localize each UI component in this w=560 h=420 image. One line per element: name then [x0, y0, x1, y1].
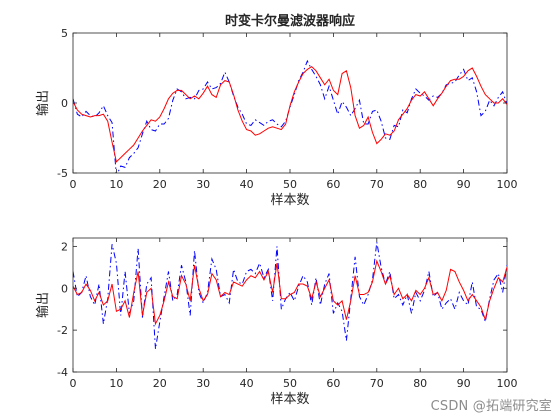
- x-tick-label: 60: [326, 377, 340, 390]
- x-tick-label: 80: [413, 377, 427, 390]
- watermark-text: CSDN @拓端研究室: [430, 399, 552, 414]
- series-line-solid: [73, 65, 507, 163]
- x-tick-label: 20: [153, 377, 167, 390]
- axes-box: [72, 32, 508, 174]
- y-tick-label: 0: [61, 97, 68, 110]
- x-tick-label: 30: [196, 178, 210, 191]
- x-tick-label: 100: [497, 377, 518, 390]
- chart-title: 时变卡尔曼滤波器响应: [225, 13, 355, 29]
- x-tick-label: 90: [457, 178, 471, 191]
- y-tick-label: 5: [61, 27, 68, 40]
- y-tick-label: -2: [57, 324, 68, 337]
- x-tick-label: 30: [196, 377, 210, 390]
- y-axis-label: 输出: [35, 292, 51, 318]
- x-axis-label: 样本数: [270, 193, 309, 208]
- axes-box: [72, 237, 508, 373]
- x-tick-label: 0: [70, 377, 77, 390]
- x-tick-label: 20: [153, 178, 167, 191]
- y-tick-label: -5: [57, 167, 68, 180]
- x-axis-label: 样本数: [270, 392, 309, 407]
- y-tick-label: 2: [61, 240, 68, 253]
- x-tick-label: 80: [413, 178, 427, 191]
- x-tick-label: 50: [283, 178, 297, 191]
- y-axis-label: 输出: [35, 90, 51, 116]
- x-tick-label: 10: [109, 377, 123, 390]
- y-tick-label: 0: [61, 282, 68, 295]
- x-tick-label: 0: [70, 178, 77, 191]
- series-line-dash-dot: [73, 242, 507, 350]
- subplot-top: 0 10 20 30 40 50 60 70 80 90 100-505样本数输出时变卡尔曼滤波器响…: [35, 13, 518, 208]
- subplot-bottom: 0 10 20 30 40 50 60 70 80 90 100 -4 -2 0 2 样本数 输出: [35, 237, 518, 407]
- x-tick-label: 70: [370, 178, 384, 191]
- x-tick-label: 40: [240, 178, 254, 191]
- y-tick-label: -4: [57, 366, 68, 379]
- x-tick-label: 60: [326, 178, 340, 191]
- x-tick-label: 50: [283, 377, 297, 390]
- x-tick-label: 10: [109, 178, 123, 191]
- x-tick-label: 40: [240, 377, 254, 390]
- x-tick-label: 100: [497, 178, 518, 191]
- x-tick-label: 90: [457, 377, 471, 390]
- x-tick-label: 70: [370, 377, 384, 390]
- series-line-solid: [73, 259, 507, 326]
